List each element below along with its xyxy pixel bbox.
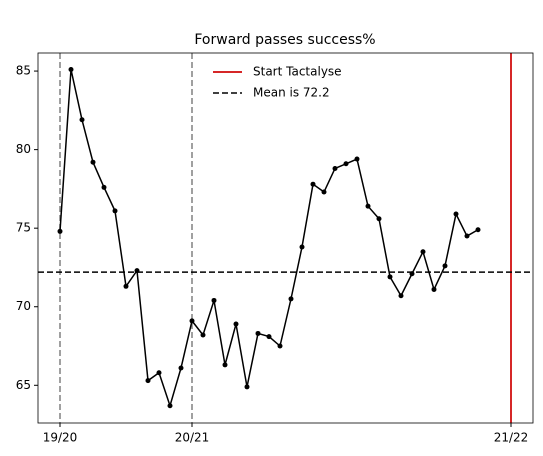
x-tick-label: 19/20	[43, 431, 78, 445]
x-tick-label: 20/21	[175, 431, 210, 445]
data-point	[200, 332, 206, 338]
data-point	[354, 156, 360, 162]
data-point	[420, 249, 426, 255]
data-point	[310, 181, 316, 187]
data-point	[255, 330, 261, 336]
y-tick-label: 65	[16, 378, 31, 392]
y-tick-label: 85	[16, 64, 31, 78]
data-point	[233, 321, 239, 327]
legend-label: Start Tactalyse	[253, 65, 342, 79]
data-point	[211, 297, 217, 303]
data-point	[431, 286, 437, 292]
data-point	[343, 161, 349, 167]
data-point	[321, 189, 327, 195]
data-point	[145, 378, 151, 384]
data-point	[475, 227, 481, 233]
data-point	[464, 233, 470, 239]
data-point	[288, 296, 294, 302]
y-tick-label: 80	[16, 142, 31, 156]
data-point	[376, 216, 382, 222]
data-point	[79, 117, 85, 123]
data-point	[365, 203, 371, 209]
data-point	[68, 66, 74, 72]
data-point	[123, 283, 129, 289]
data-point	[266, 334, 272, 340]
data-point	[299, 244, 305, 250]
y-tick-label: 70	[16, 299, 31, 313]
data-point	[387, 274, 393, 280]
data-point	[90, 159, 96, 165]
y-tick-label: 75	[16, 221, 31, 235]
data-point	[453, 211, 459, 217]
data-point	[442, 263, 448, 269]
chart-title: Forward passes success%	[194, 32, 375, 48]
data-point	[222, 362, 228, 368]
legend-label: Mean is 72.2	[253, 86, 330, 100]
data-point	[112, 208, 118, 214]
plot-frame	[37, 52, 534, 424]
data-point	[189, 318, 195, 324]
data-point	[57, 228, 63, 234]
data-point	[277, 343, 283, 349]
data-point	[134, 268, 140, 274]
data-point	[101, 184, 107, 190]
data-point	[332, 165, 338, 171]
data-point	[398, 293, 404, 299]
data-point	[244, 384, 250, 390]
data-point	[156, 370, 162, 376]
data-point	[409, 271, 415, 277]
data-point	[178, 365, 184, 371]
data-point	[167, 403, 173, 409]
x-tick-label: 21/22	[494, 431, 529, 445]
